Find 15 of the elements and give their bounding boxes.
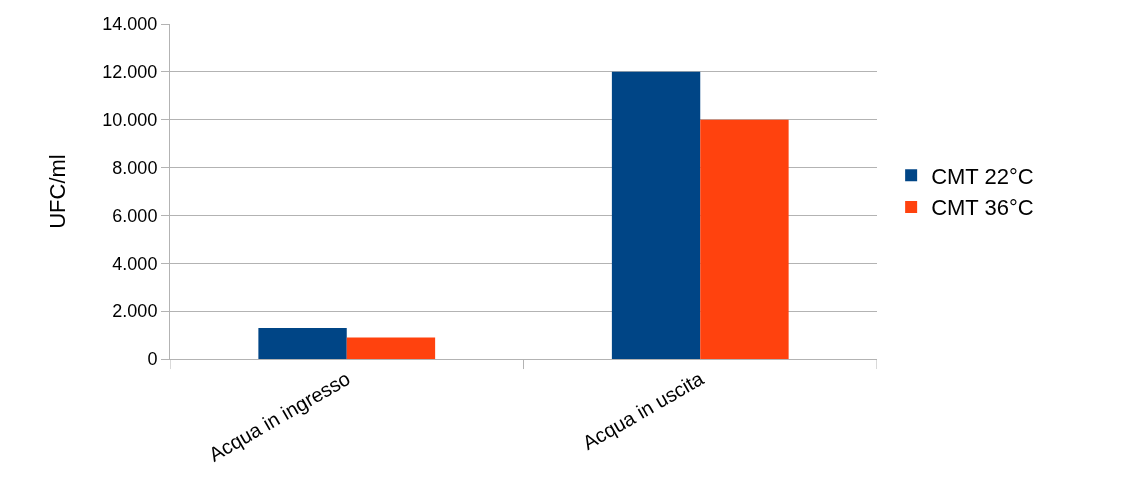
bar xyxy=(611,71,701,359)
legend-label: CMT 22°C xyxy=(931,163,1034,189)
y-tick-label: 8.000 xyxy=(112,157,158,178)
legend-label: CMT 36°C xyxy=(931,195,1034,221)
bar xyxy=(346,337,436,359)
y-axis-title: UFC/ml xyxy=(45,154,71,229)
y-tick-label: 4.000 xyxy=(112,253,158,274)
y-tick-label: 6.000 xyxy=(112,205,158,226)
y-tick-label: 10.000 xyxy=(102,110,158,131)
bar xyxy=(700,119,789,359)
y-tick-label: 12.000 xyxy=(102,62,158,83)
y-tick-label: 2.000 xyxy=(112,301,158,322)
y-tick-label: 14.000 xyxy=(102,14,158,35)
bar xyxy=(258,327,347,359)
y-tick-label: 0 xyxy=(147,349,158,370)
